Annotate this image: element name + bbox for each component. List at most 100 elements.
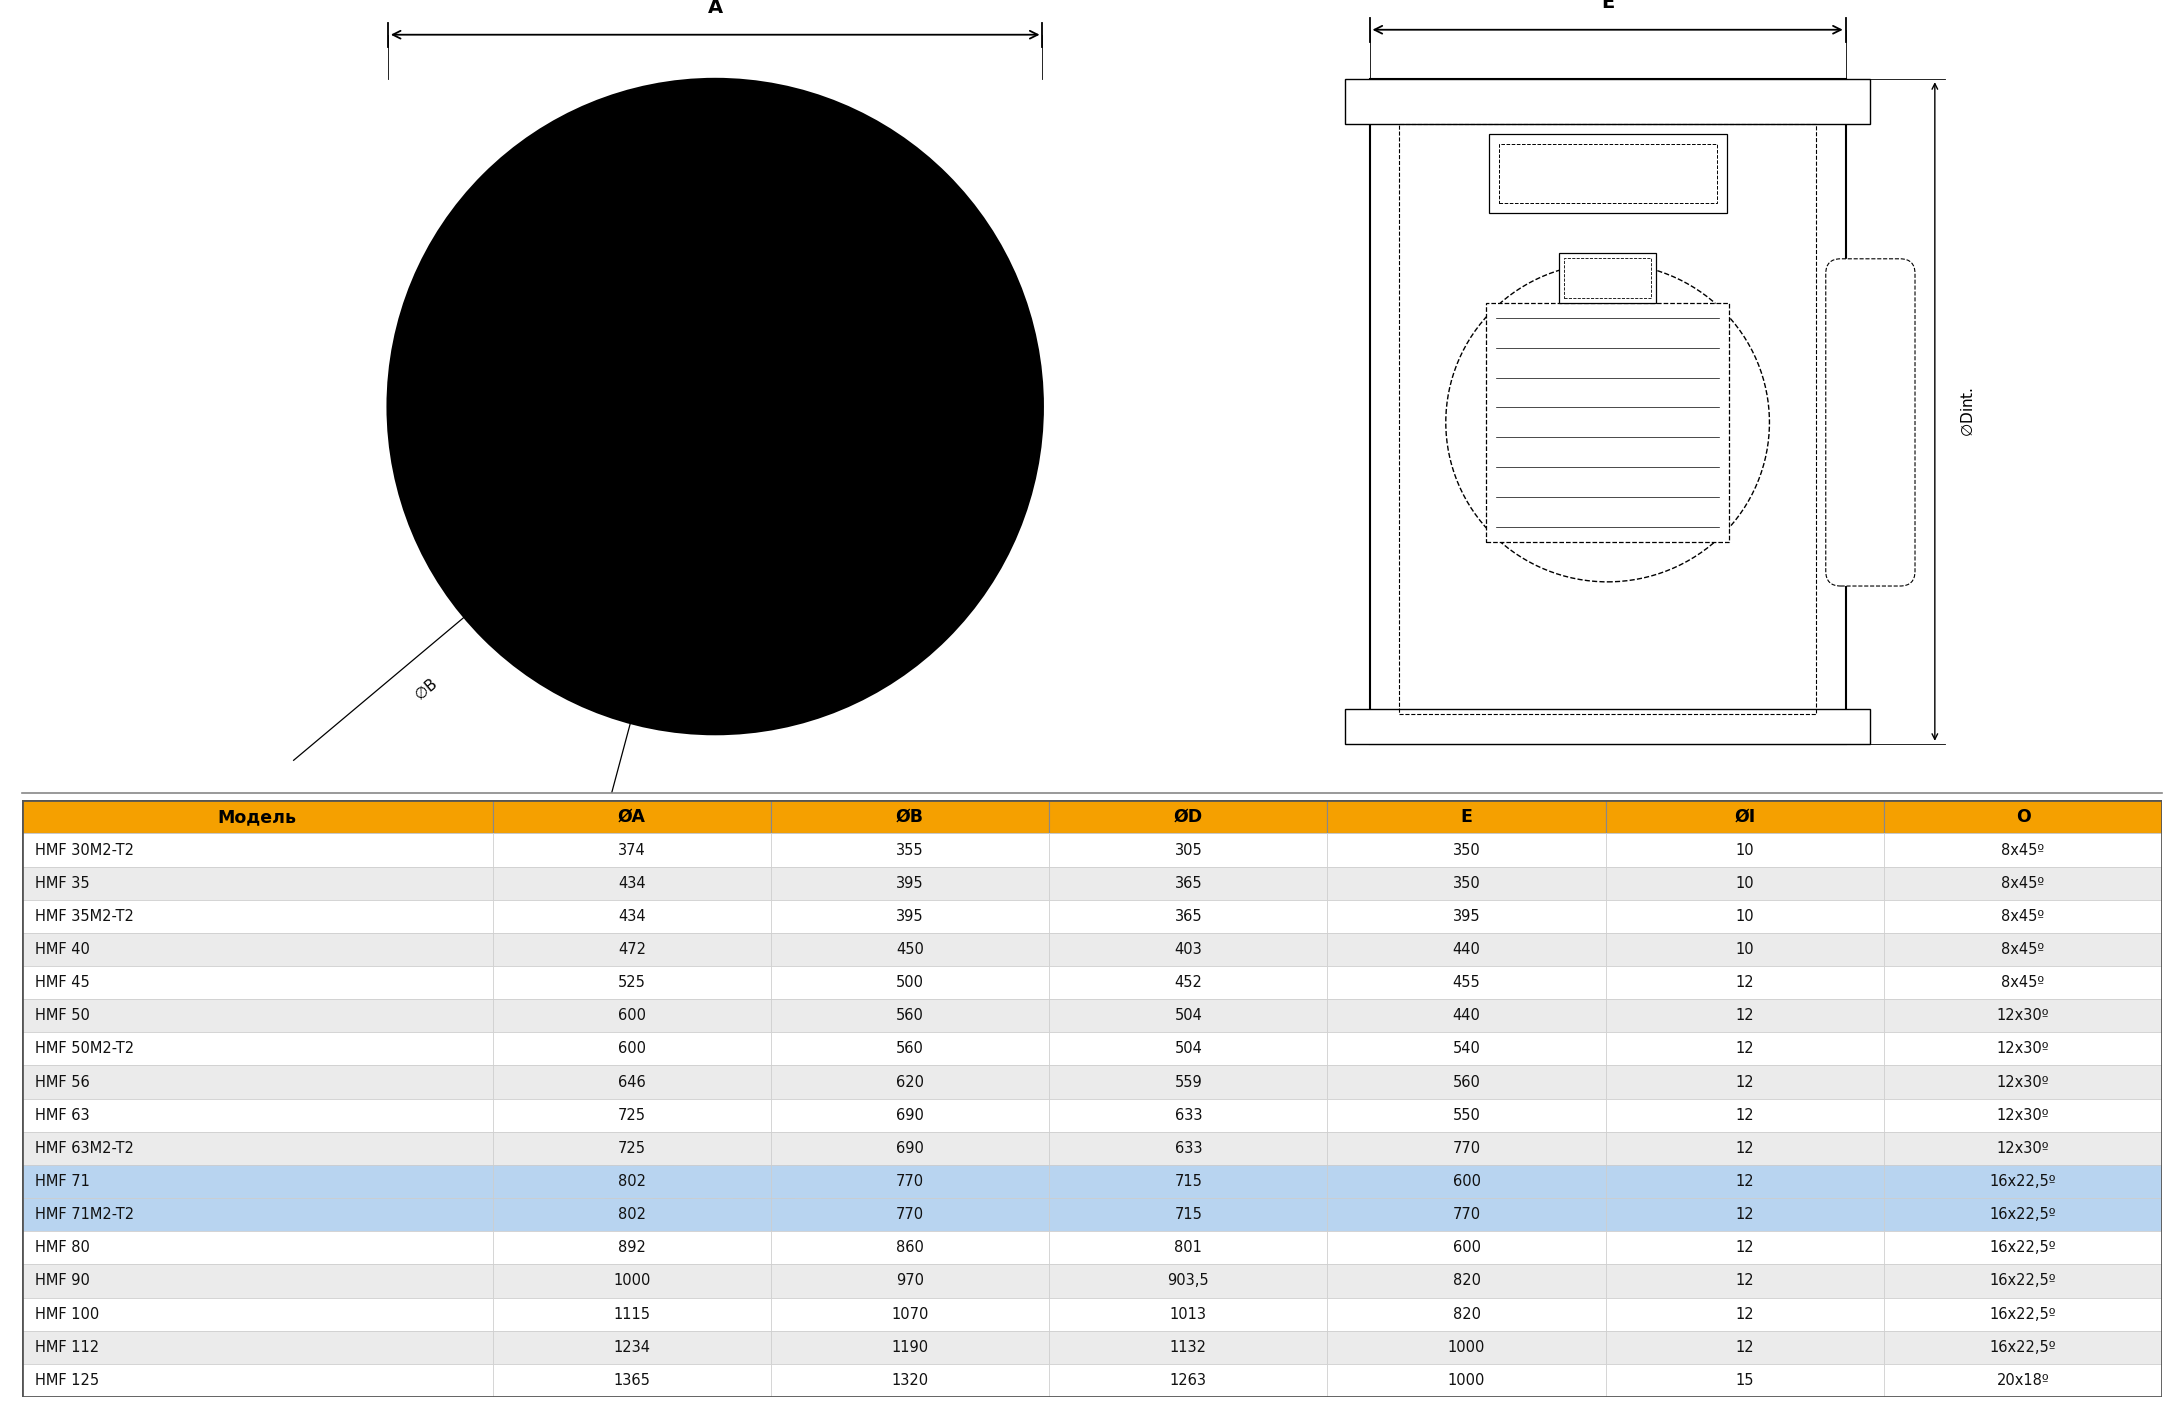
Text: 802: 802 (618, 1207, 646, 1221)
Text: 12: 12 (1736, 1141, 1754, 1155)
Bar (771, 800, 1048, 834)
Text: 12: 12 (1736, 1008, 1754, 1024)
Bar (1605, 1132, 1885, 1165)
Bar (1885, 1165, 2162, 1198)
Text: $\varnothing$Dint.: $\varnothing$Dint. (1959, 386, 1977, 437)
Bar (494, 966, 771, 1000)
Text: 20x18º: 20x18º (1996, 1373, 2049, 1389)
Bar (22, 966, 494, 1000)
Text: 12: 12 (1736, 1307, 1754, 1321)
Circle shape (389, 79, 1042, 734)
Bar (1885, 932, 2162, 966)
Bar (1328, 1098, 1605, 1132)
Bar (1564, 258, 1651, 298)
Bar (1345, 79, 1870, 124)
Circle shape (703, 395, 727, 418)
Bar (1048, 900, 1328, 932)
Text: 12: 12 (1736, 1240, 1754, 1255)
Bar (22, 1165, 494, 1198)
Text: 1365: 1365 (614, 1373, 651, 1389)
Bar (1885, 1265, 2162, 1297)
Text: 559: 559 (1175, 1074, 1201, 1090)
Bar (22, 834, 494, 866)
Text: $\varnothing$J: $\varnothing$J (450, 539, 467, 556)
Text: 12: 12 (1736, 976, 1754, 990)
Text: HMF 90: HMF 90 (35, 1273, 90, 1289)
Text: HMF 30M2-T2: HMF 30M2-T2 (35, 842, 133, 858)
Bar (1885, 1231, 2162, 1265)
Text: HMF 71: HMF 71 (35, 1174, 90, 1189)
Text: $\varnothing$B: $\varnothing$B (413, 677, 441, 705)
Circle shape (430, 473, 446, 489)
Bar (1885, 1331, 2162, 1363)
Text: 12: 12 (1736, 1174, 1754, 1189)
Bar (1885, 966, 2162, 1000)
Circle shape (782, 121, 797, 136)
Bar (1487, 303, 1730, 542)
Bar (494, 834, 771, 866)
Bar (22, 1132, 494, 1165)
Bar (22, 1032, 494, 1066)
Bar (1328, 1132, 1605, 1165)
Text: HMF 50: HMF 50 (35, 1008, 90, 1024)
Bar (771, 1098, 1048, 1132)
Text: HMF 45: HMF 45 (35, 976, 90, 990)
Text: 504: 504 (1175, 1042, 1201, 1056)
Circle shape (782, 677, 797, 692)
Bar (494, 1265, 771, 1297)
Bar (22, 1363, 494, 1397)
Text: 10: 10 (1736, 842, 1754, 858)
Circle shape (633, 677, 649, 692)
Bar (771, 1000, 1048, 1032)
Bar (771, 966, 1048, 1000)
Circle shape (743, 458, 753, 469)
Text: 504: 504 (1175, 1008, 1201, 1024)
Circle shape (430, 324, 446, 340)
Bar (771, 1032, 1048, 1066)
Bar (1345, 709, 1870, 744)
Bar (1885, 1000, 2162, 1032)
Bar (22, 1198, 494, 1231)
Bar (1885, 800, 2162, 834)
Text: 12x30º: 12x30º (1996, 1042, 2049, 1056)
Text: 1132: 1132 (1171, 1339, 1208, 1355)
Text: O: O (2016, 807, 2031, 826)
Bar (1048, 1297, 1328, 1331)
Bar (1328, 932, 1605, 966)
Text: 350: 350 (1452, 876, 1481, 890)
Bar (22, 1098, 494, 1132)
Bar (771, 900, 1048, 932)
FancyBboxPatch shape (1826, 258, 1915, 585)
Bar (494, 1066, 771, 1098)
Text: 16x22,5º: 16x22,5º (1990, 1174, 2057, 1189)
Bar (22, 866, 494, 900)
Bar (1605, 966, 1885, 1000)
Text: ØB: ØB (895, 807, 924, 826)
Bar (1885, 1032, 2162, 1066)
Bar (771, 1066, 1048, 1098)
Text: HMF 56: HMF 56 (35, 1074, 90, 1090)
Bar (1328, 1165, 1605, 1198)
Bar (1498, 143, 1717, 204)
Text: 12x30º: 12x30º (1996, 1074, 2049, 1090)
Text: 802: 802 (618, 1174, 646, 1189)
Text: 820: 820 (1452, 1307, 1481, 1321)
Text: 801: 801 (1175, 1240, 1201, 1255)
Bar (1885, 1198, 2162, 1231)
Text: 600: 600 (618, 1008, 646, 1024)
Text: 1013: 1013 (1171, 1307, 1208, 1321)
Text: 646: 646 (618, 1074, 646, 1090)
Bar (494, 1198, 771, 1231)
Bar (771, 866, 1048, 900)
Circle shape (911, 195, 926, 211)
Text: 374: 374 (618, 842, 646, 858)
Text: 1000: 1000 (1448, 1339, 1485, 1355)
Bar (1885, 1098, 2162, 1132)
Circle shape (775, 400, 786, 413)
Circle shape (620, 312, 810, 501)
Circle shape (505, 195, 520, 211)
Bar (771, 1231, 1048, 1265)
Bar (494, 1032, 771, 1066)
Bar (1048, 834, 1328, 866)
Text: 440: 440 (1452, 942, 1481, 958)
